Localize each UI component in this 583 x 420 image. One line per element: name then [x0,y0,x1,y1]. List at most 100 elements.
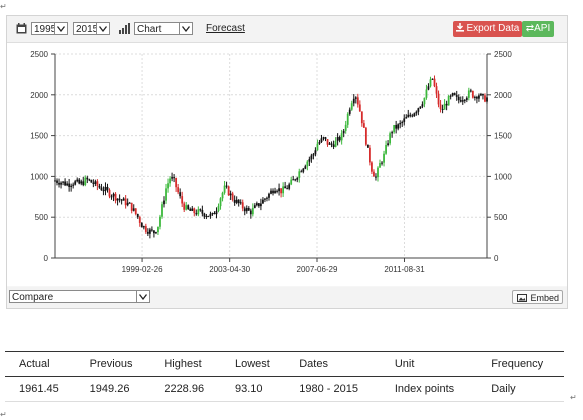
candle-body [122,198,125,201]
candle-body [185,205,188,210]
candle-body [153,230,155,234]
y-tick-label-right: 1000 [494,172,512,181]
candle-body [211,213,214,215]
candle-body [449,95,452,97]
candle-body [268,193,270,198]
chevron-down-icon [96,23,109,34]
candle-body [247,207,250,211]
candle-body [280,188,282,194]
candle-body [239,202,242,204]
candle-body [201,210,204,214]
end-year-select[interactable]: 2015 [73,22,110,35]
candle-body [257,203,260,207]
candle-body [294,179,297,181]
candle-body [473,96,476,98]
candle-body [385,145,387,154]
candle-body [421,104,424,107]
chevron-down-icon [54,23,67,34]
candle-body [425,89,428,98]
candle-body [120,199,123,201]
candle-body [272,190,274,194]
candle-body [354,97,357,99]
y-tick-label-right: 0 [494,254,499,263]
candle-body [233,199,236,203]
stats-table: Actual Previous Highest Lowest Dates Uni… [5,351,564,402]
candle-body [150,229,153,231]
compare-select[interactable]: Compare [9,290,150,303]
paragraph-mark: ↵ [0,410,7,419]
start-year-select[interactable]: 1995 [31,22,68,35]
api-button[interactable]: ⇄API [522,21,554,37]
candle-body [326,139,329,145]
candle-body [262,199,264,204]
candle-body [360,111,363,124]
candle-body [306,161,309,167]
candle-body [64,181,66,186]
candle-body [389,133,392,144]
candle-body [251,207,254,215]
calendar-icon [16,23,27,34]
export-data-button[interactable]: Export Data [453,21,522,37]
candle-body [342,130,345,134]
y-tick-label-left: 2500 [30,50,48,59]
candle-body [221,192,224,199]
candle-body [68,183,71,187]
candle-body [312,154,315,156]
y-tick-label-left: 1500 [30,132,48,141]
candle-body [334,140,337,147]
candle-body [471,91,474,98]
candle-body [94,181,97,184]
candle-body [435,86,438,94]
candle-body [482,93,484,96]
candle-body [189,208,192,211]
candle-body [419,106,422,109]
y-tick-label-left: 500 [35,213,49,222]
embed-button[interactable]: Embed [512,290,563,304]
candle-body [346,113,349,125]
candle-body [205,215,208,217]
stats-header-row: Actual Previous Highest Lowest Dates Uni… [5,351,564,377]
header-dates: Dates [285,351,381,377]
candle-body [62,181,64,183]
candle-body [148,229,151,234]
candle-body [480,93,482,96]
candle-body [411,115,414,117]
candle-body [187,205,190,209]
candle-body [451,93,454,96]
x-tick-label: 2011-08-31 [384,265,425,274]
candle-body [124,198,127,206]
candle-body [431,78,434,80]
chevron-down-icon [136,291,149,302]
candle-body [391,132,394,134]
candle-body [144,226,147,232]
candle-body [453,93,456,95]
download-icon [455,23,464,32]
candle-body [332,144,335,147]
candle-body [60,182,62,185]
candle-body [159,216,161,227]
y-tick-label-left: 2000 [30,91,48,100]
candle-body [395,124,398,129]
candle-body [340,133,343,141]
candle-body [266,197,268,199]
value-frequency: Daily [477,376,564,402]
header-highest: Highest [150,351,221,377]
candle-body [191,208,194,211]
candle-body [439,104,442,109]
chart-type-select[interactable]: Chart [134,22,193,35]
stats-value-row: 1961.45 1949.26 2228.96 93.10 1980 - 201… [5,376,564,402]
candle-body [241,202,244,209]
candle-body [207,215,210,217]
candle-body [58,182,60,185]
forecast-link[interactable]: Forecast [206,23,245,34]
value-unit: Index points [380,376,478,402]
candle-body [96,181,99,186]
candle-body [387,143,389,146]
candle-body [393,124,396,133]
candle-body [373,171,375,177]
candle-body [447,96,450,106]
candle-body [371,162,373,172]
candle-body [316,143,319,151]
chart-bottom-bar: Compare Embed [7,287,567,308]
paragraph-mark: ↵ [0,2,7,11]
